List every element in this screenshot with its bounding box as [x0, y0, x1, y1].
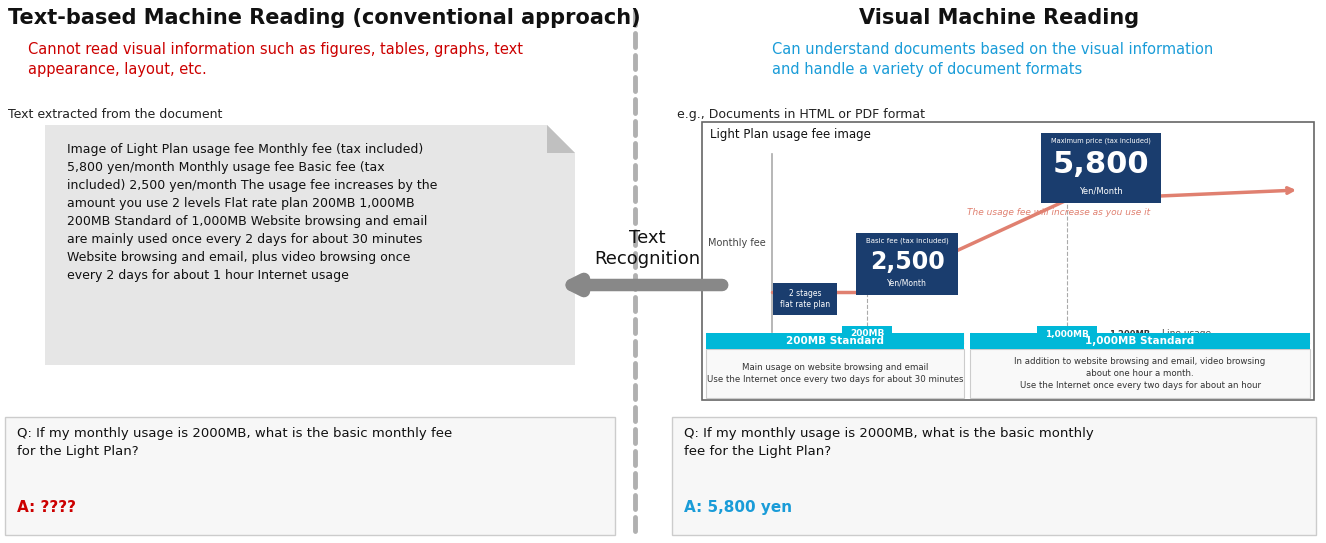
Text: Monthly fee: Monthly fee [708, 238, 765, 248]
Text: 1,200MB: 1,200MB [1109, 330, 1150, 338]
FancyBboxPatch shape [971, 333, 1310, 349]
Polygon shape [45, 125, 575, 365]
Text: Recognition: Recognition [594, 250, 700, 268]
Text: Visual Machine Reading: Visual Machine Reading [859, 8, 1139, 28]
Text: Basic fee (tax included): Basic fee (tax included) [866, 238, 948, 244]
FancyBboxPatch shape [1037, 326, 1097, 344]
Text: In addition to website browsing and email, video browsing
about one hour a month: In addition to website browsing and emai… [1014, 357, 1265, 390]
Text: Main usage on website browsing and email
Use the Internet once every two days fo: Main usage on website browsing and email… [707, 363, 963, 384]
Text: 200MB: 200MB [850, 330, 884, 338]
FancyBboxPatch shape [971, 349, 1310, 398]
Text: Q: If my monthly usage is 2000MB, what is the basic monthly fee
for the Light Pl: Q: If my monthly usage is 2000MB, what i… [17, 427, 452, 458]
FancyBboxPatch shape [701, 122, 1314, 400]
Text: e.g., Documents in HTML or PDF format: e.g., Documents in HTML or PDF format [678, 108, 926, 121]
Text: 2,500: 2,500 [870, 250, 944, 274]
Text: 5,800: 5,800 [1053, 150, 1150, 179]
Text: 1,000MB Standard: 1,000MB Standard [1086, 336, 1195, 346]
Text: Can understand documents based on the visual information
and handle a variety of: Can understand documents based on the vi… [772, 42, 1213, 78]
FancyBboxPatch shape [857, 233, 957, 295]
FancyBboxPatch shape [672, 417, 1315, 535]
FancyBboxPatch shape [705, 333, 964, 349]
Text: Yen/Month: Yen/Month [887, 279, 927, 288]
FancyBboxPatch shape [5, 417, 615, 535]
Text: 1,000MB: 1,000MB [1045, 330, 1089, 338]
Text: Text: Text [629, 229, 666, 247]
Text: Image of Light Plan usage fee Monthly fee (tax included)
5,800 yen/month Monthly: Image of Light Plan usage fee Monthly fe… [68, 143, 438, 282]
Text: Maximum price (tax included): Maximum price (tax included) [1052, 138, 1151, 144]
Text: A: ????: A: ???? [17, 500, 76, 515]
Text: Yen/Month: Yen/Month [1079, 187, 1123, 196]
Text: Line usage: Line usage [1162, 330, 1211, 338]
Text: Light Plan usage fee image: Light Plan usage fee image [709, 128, 871, 141]
Text: Text extracted from the document: Text extracted from the document [8, 108, 223, 121]
Text: Text-based Machine Reading (conventional approach): Text-based Machine Reading (conventional… [8, 8, 640, 28]
Text: Q: If my monthly usage is 2000MB, what is the basic monthly
fee for the Light Pl: Q: If my monthly usage is 2000MB, what i… [684, 427, 1094, 458]
FancyBboxPatch shape [842, 326, 892, 344]
Text: A: 5,800 yen: A: 5,800 yen [684, 500, 792, 515]
Text: 2 stages
flat rate plan: 2 stages flat rate plan [780, 289, 830, 309]
Text: The usage fee will increase as you use it: The usage fee will increase as you use i… [967, 208, 1150, 217]
FancyBboxPatch shape [773, 283, 837, 315]
Polygon shape [548, 125, 575, 153]
Text: 200MB Standard: 200MB Standard [786, 336, 884, 346]
FancyBboxPatch shape [1041, 133, 1162, 203]
Text: Cannot read visual information such as figures, tables, graphs, text
appearance,: Cannot read visual information such as f… [28, 42, 522, 78]
FancyBboxPatch shape [705, 349, 964, 398]
